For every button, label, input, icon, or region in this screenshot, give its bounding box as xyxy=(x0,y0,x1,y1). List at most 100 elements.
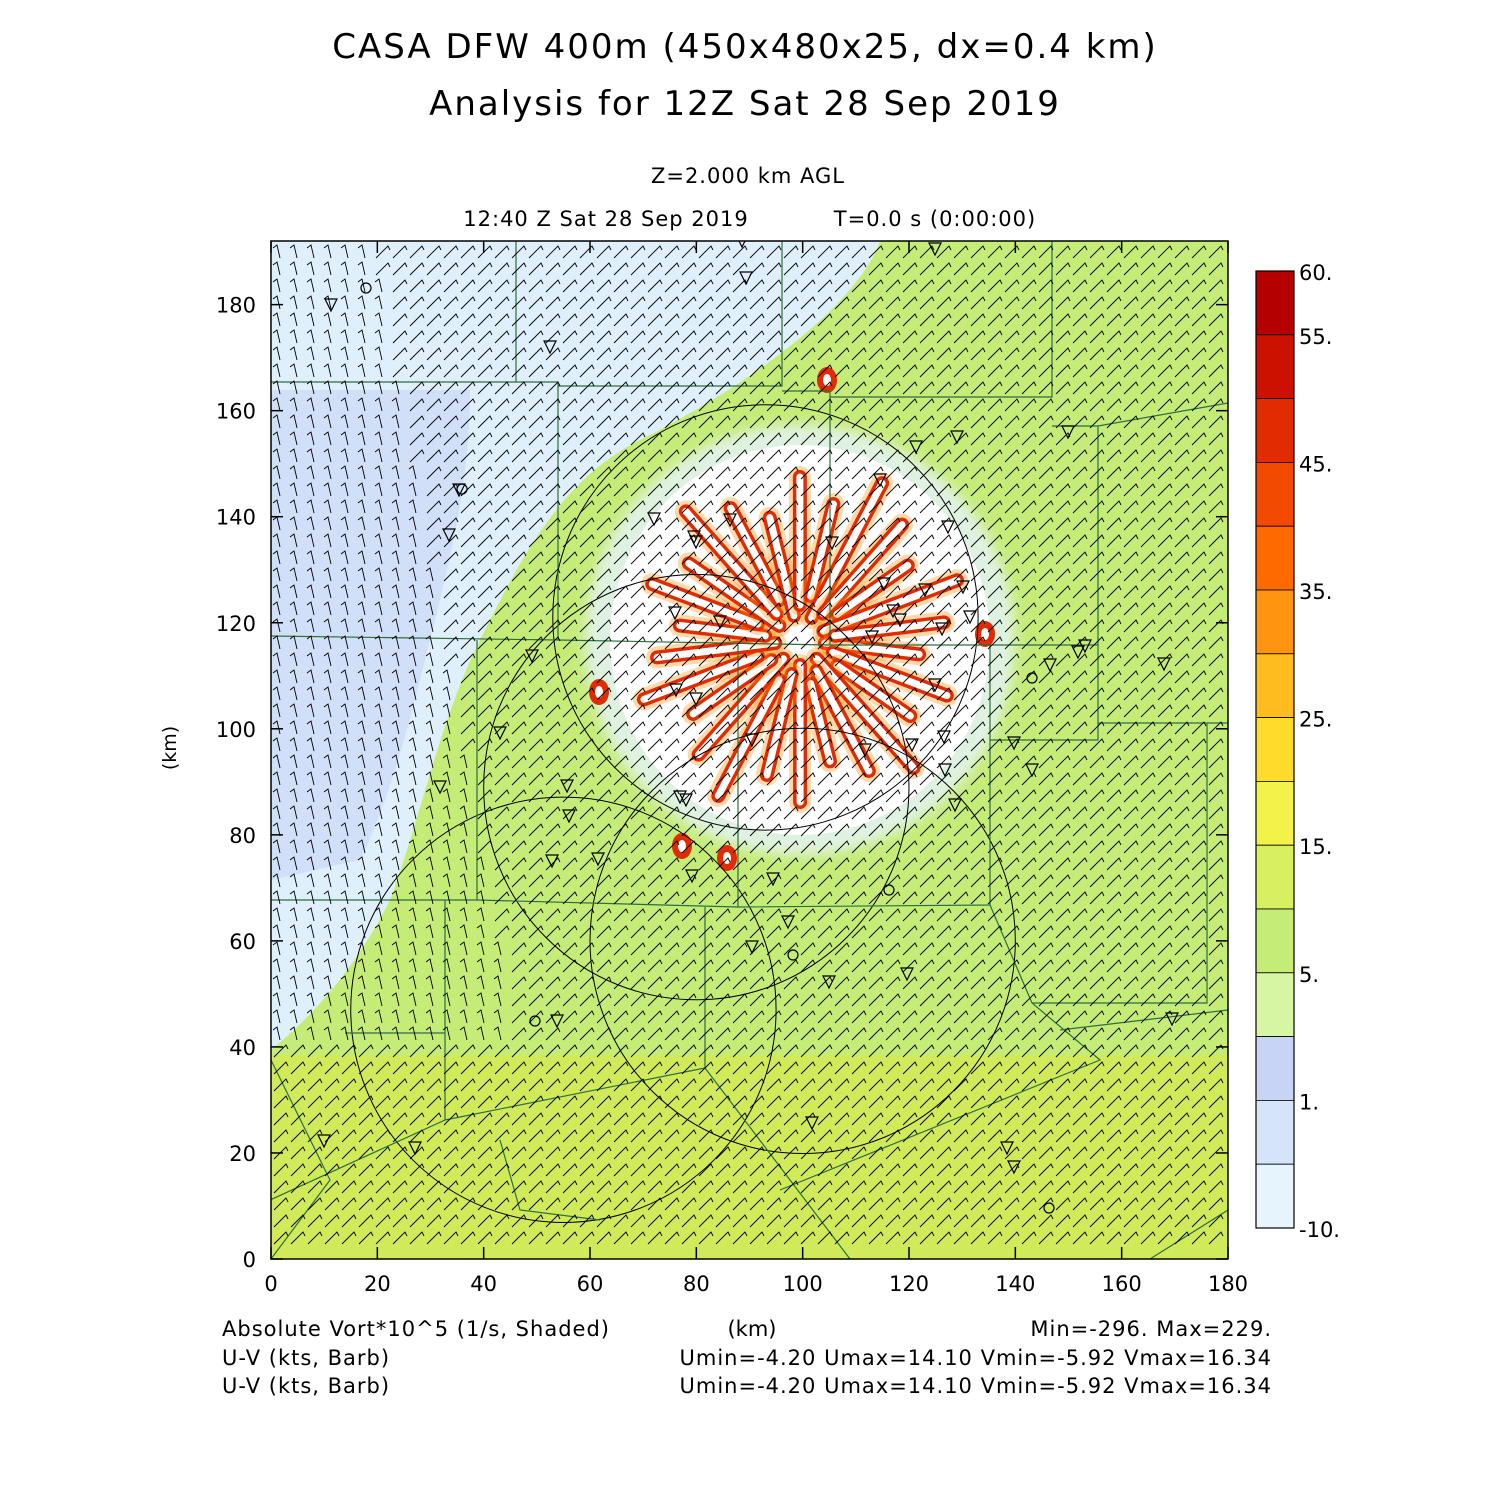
station-triangle xyxy=(900,967,914,982)
y-tick-label: 180 xyxy=(216,294,256,318)
vorticity-spoke xyxy=(677,552,791,637)
station-triangle xyxy=(550,1014,564,1029)
vorticity-spoke xyxy=(646,632,787,669)
station-triangle xyxy=(493,726,507,741)
southern-vorticity-band xyxy=(271,1055,1228,1259)
colorbar-segment xyxy=(1255,334,1295,399)
western-bluish-region xyxy=(271,390,470,880)
x-tick-label: 80 xyxy=(683,1272,710,1296)
colorbar-label: 35. xyxy=(1299,580,1332,604)
colorbar-label: 45. xyxy=(1299,452,1332,476)
vorticity-spoke xyxy=(687,647,795,766)
y-tick-label: 160 xyxy=(216,400,256,424)
station-triangle xyxy=(669,683,683,698)
y-tick-label: 140 xyxy=(216,506,256,530)
station-circle xyxy=(529,1015,541,1027)
footer-uv-range-2: Umin=-4.20 Umax=14.10 Vmin=-5.92 Vmax=16… xyxy=(680,1374,1273,1398)
vorticity-blob xyxy=(589,679,609,705)
station-triangle xyxy=(562,809,576,824)
radar-range-ring xyxy=(350,796,777,1223)
colorbar-label: 60. xyxy=(1299,261,1332,285)
colorbar-segment xyxy=(1255,844,1295,910)
station-triangle xyxy=(825,536,839,551)
vorticity-spoke xyxy=(812,569,969,643)
y-tick-label: 40 xyxy=(229,1036,256,1060)
radar-range-ring xyxy=(589,727,1016,1155)
station-triangle xyxy=(805,1116,819,1131)
vorticity-spoke xyxy=(641,573,769,636)
station-triangle xyxy=(877,577,891,592)
station-triangle xyxy=(1007,1160,1021,1175)
colorbar-segment xyxy=(1255,589,1295,655)
station-triangle xyxy=(1043,658,1057,673)
vorticity-spoke xyxy=(805,647,925,779)
station-triangle xyxy=(935,622,949,637)
x-axis: 0 20 40 60 80 100 120 140 160 180 xyxy=(264,241,1248,1296)
colorbar-segment xyxy=(1255,1100,1295,1165)
y-tick-label: 60 xyxy=(229,930,256,954)
station-markers xyxy=(317,241,1179,1214)
footer-min-max: Min=-296. Max=229. xyxy=(1030,1317,1272,1341)
x-tick-label: 0 xyxy=(264,1272,277,1296)
station-triangle xyxy=(647,512,661,527)
station-triangle xyxy=(865,630,879,645)
colorbar-segment xyxy=(1255,908,1295,974)
station-triangle xyxy=(941,520,955,535)
elapsed-time-label: T=0.0 s (0:00:00) xyxy=(833,207,1036,231)
station-triangle xyxy=(928,678,942,693)
station-triangle xyxy=(937,730,951,745)
y-tick-label: 100 xyxy=(216,718,256,742)
level-label: Z=2.000 km AGL xyxy=(651,164,845,188)
vorticity-spoke xyxy=(805,659,880,782)
station-triangle xyxy=(918,583,932,598)
vorticity-spoke xyxy=(812,513,914,625)
station-triangle xyxy=(745,733,759,748)
radar-range-ring xyxy=(552,404,979,831)
station-triangle xyxy=(886,604,900,619)
station-triangle xyxy=(739,271,753,286)
vorticity-spoke xyxy=(719,497,791,612)
station-triangle xyxy=(873,473,887,488)
station-triangle xyxy=(560,779,574,794)
colorbar-label: 25. xyxy=(1299,708,1332,732)
x-axis-unit: (km) xyxy=(727,1317,776,1341)
footer-field-1: Absolute Vort*10^5 (1/s, Shaded) xyxy=(222,1317,610,1341)
station-triangle xyxy=(408,1141,422,1156)
wind-barbs xyxy=(272,244,1224,1245)
radar-range-ring xyxy=(483,573,910,1001)
vorticity-spoke xyxy=(800,472,894,629)
station-triangle xyxy=(452,483,466,498)
station-triangle xyxy=(909,440,923,455)
station-triangle xyxy=(948,798,962,813)
footer-field-3: U-V (kts, Barb) xyxy=(222,1374,390,1398)
y-tick-label: 80 xyxy=(229,824,256,848)
station-circle xyxy=(883,884,895,896)
station-triangle xyxy=(1157,657,1171,672)
plot-frame xyxy=(270,240,1229,1260)
station-triangle xyxy=(525,649,539,664)
station-triangle xyxy=(442,528,456,543)
station-triangle xyxy=(543,340,557,355)
footer-field-2: U-V (kts, Barb) xyxy=(222,1346,390,1370)
x-tick-label: 20 xyxy=(364,1272,391,1296)
station-circle xyxy=(1043,1202,1055,1214)
vorticity-blob xyxy=(817,367,837,393)
colorbar-segment xyxy=(1255,270,1295,336)
x-tick-label: 60 xyxy=(577,1272,604,1296)
station-triangle xyxy=(545,854,559,869)
station-circle xyxy=(360,282,372,294)
colorbar-segment xyxy=(1255,1036,1295,1101)
station-triangle xyxy=(723,513,737,528)
station-triangle xyxy=(858,743,872,758)
radar-rings xyxy=(350,404,1016,1223)
vorticity-spoke xyxy=(707,668,791,807)
station-triangle xyxy=(822,975,836,990)
station-triangle xyxy=(668,606,682,621)
y-tick-label: 20 xyxy=(229,1142,256,1166)
station-triangle xyxy=(1078,639,1092,654)
colorbar-segment xyxy=(1255,461,1295,527)
station-triangle xyxy=(1061,425,1075,440)
station-triangle xyxy=(689,692,703,707)
station-circle xyxy=(456,483,468,495)
x-tick-label: 120 xyxy=(889,1272,929,1296)
